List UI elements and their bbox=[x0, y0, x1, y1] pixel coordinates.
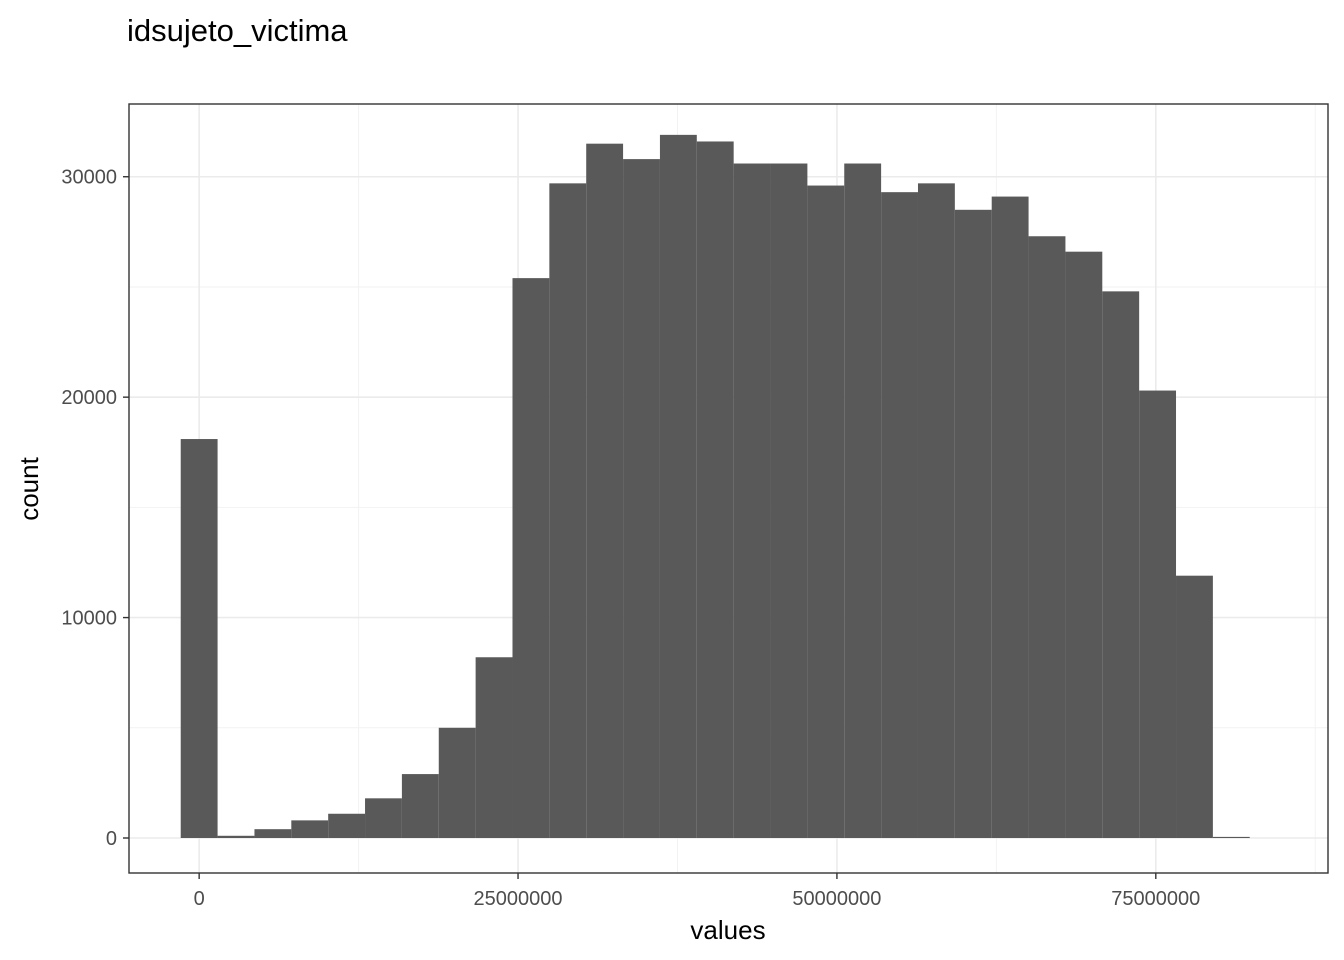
histogram-bar bbox=[1065, 251, 1103, 838]
histogram-bar bbox=[512, 278, 550, 838]
histogram-bar bbox=[807, 185, 845, 839]
panel-border bbox=[128, 103, 1329, 874]
histogram-bar bbox=[917, 183, 955, 839]
histogram-bar bbox=[291, 820, 329, 838]
y-axis-title: count bbox=[14, 456, 44, 520]
histogram-bar bbox=[1212, 836, 1250, 838]
histogram-bar bbox=[586, 143, 624, 839]
histogram-bar bbox=[217, 835, 255, 838]
histogram-bar bbox=[180, 439, 218, 838]
histogram-bar bbox=[365, 798, 402, 838]
x-tick-label: 50000000 bbox=[792, 888, 881, 910]
histogram-bar bbox=[954, 209, 992, 838]
histogram-bars bbox=[180, 134, 1250, 839]
histogram-bar bbox=[696, 141, 734, 839]
histogram-bar bbox=[1176, 575, 1213, 838]
histogram-bar bbox=[623, 159, 660, 838]
x-tick-label: 25000000 bbox=[474, 888, 563, 910]
y-tick-label: 20000 bbox=[61, 387, 117, 409]
histogram-bar bbox=[1102, 291, 1140, 838]
x-tick-label: 75000000 bbox=[1111, 888, 1200, 910]
histogram-bar bbox=[844, 163, 882, 838]
histogram-bar bbox=[549, 183, 587, 839]
histogram-bar bbox=[1139, 390, 1177, 838]
histogram-bar bbox=[328, 813, 366, 838]
y-axis: 0 10000 20000 30000 bbox=[61, 167, 129, 850]
plot-panel bbox=[128, 103, 1329, 874]
histogram-bar bbox=[401, 774, 439, 838]
y-tick-label: 10000 bbox=[61, 608, 117, 630]
histogram-bar bbox=[254, 829, 292, 838]
histogram-bar bbox=[770, 163, 808, 838]
histogram-bar bbox=[1028, 236, 1066, 838]
histogram-bar bbox=[659, 134, 697, 838]
histogram-bar bbox=[881, 192, 918, 839]
y-tick-label: 0 bbox=[106, 828, 117, 850]
x-axis: 0 25000000 50000000 75000000 bbox=[194, 873, 1200, 910]
histogram-bar bbox=[438, 727, 476, 838]
histogram-bar bbox=[991, 196, 1029, 838]
histogram-bar bbox=[475, 657, 513, 838]
x-axis-title: values bbox=[690, 915, 765, 945]
chart-title: idsujeto_victima bbox=[127, 13, 348, 48]
histogram-bar bbox=[733, 163, 771, 838]
y-tick-label: 30000 bbox=[61, 167, 117, 189]
x-tick-label: 0 bbox=[194, 888, 205, 910]
